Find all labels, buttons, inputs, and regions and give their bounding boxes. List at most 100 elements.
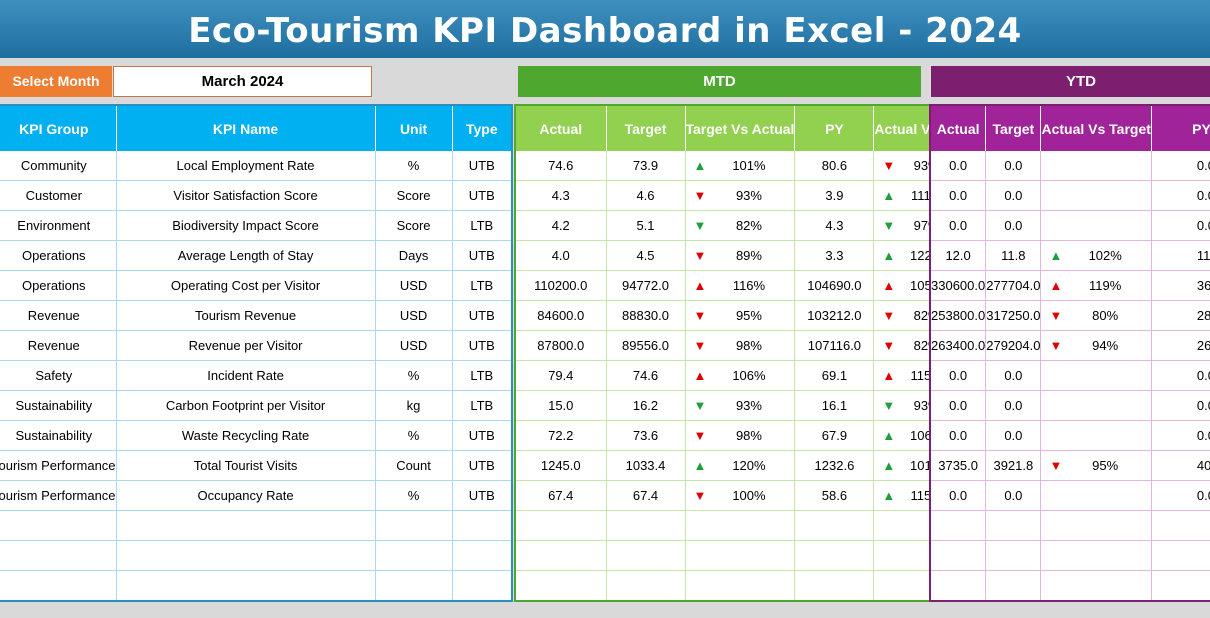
empty-cell [606,540,686,571]
empty-row [515,540,963,571]
mtd-actual-cell: 67.4 [515,480,607,511]
mtd-target-vs-actual-cell-value: 95% [735,308,762,323]
kpi-name-cell: Operating Cost per Visitor [116,270,376,301]
table-row: 84600.0 88830.0 ▼ 95% 103212.0 ▼ 82% [515,300,963,331]
ytd-actual-vs-target-cell-value: 102% [1088,248,1122,263]
ytd-target-cell: 0.0 [985,151,1042,181]
empty-cell [452,510,513,541]
ytd-actual-vs-target-cell-value [1087,368,1105,383]
mtd-target-cell: 1033.4 [606,450,686,481]
empty-cell [985,540,1042,571]
column-header: Target [985,105,1042,151]
empty-cell [116,510,376,541]
arrow-up-icon: ▲ [693,278,707,293]
unit-cell: Score [375,180,453,211]
arrow-up-icon: ▲ [693,458,707,473]
select-month-label: Select Month [0,66,112,97]
select-month-dropdown[interactable]: March 2024 [113,66,372,97]
ytd-actual-vs-target-cell: ▲ 102% [1040,240,1152,271]
mtd-actual-cell: 79.4 [515,360,607,391]
table-row: 79.4 74.6 ▲ 106% 69.1 ▲ 115% [515,360,963,391]
mtd-target-vs-actual-cell-value: 93% [735,398,762,413]
empty-cell [985,570,1042,602]
arrow-down-icon: ▼ [693,248,707,263]
ytd-actual-cell: 330600.0 [930,270,987,301]
table-row: Safety Incident Rate% LTB [0,360,513,391]
mtd-py-cell: 80.6 [794,151,875,181]
column-header: PY [1151,105,1210,151]
ytd-actual-cell: 253800.0 [930,300,987,331]
mtd-target-vs-actual-cell: ▲ 116% [685,270,796,301]
mtd-target-vs-actual-cell-value: 106% [732,368,766,383]
mtd-target-vs-actual-cell-value: 116% [732,278,766,293]
mtd-target-vs-actual-cell: ▲ 101% [685,151,796,181]
table-row: 74.6 73.9 ▲ 101% 80.6 ▼ 93% [515,151,963,181]
column-header: Target [606,105,686,151]
ytd-actual-vs-target-cell [1040,180,1152,211]
unit-cell: Days [375,240,453,271]
type-cell: LTB [452,360,513,391]
empty-cell [515,570,607,602]
table-row: Tourism Performance Occupancy Rate% UTB [0,480,513,511]
arrow-up-icon: ▲ [693,158,707,173]
mtd-target-vs-actual-cell-value: 82% [735,218,762,233]
mtd-py-cell: 1232.6 [794,450,875,481]
mtd-target-cell: 4.5 [606,240,686,271]
mtd-target-vs-actual-cell: ▼ 98% [685,330,796,361]
column-header: KPI Group [0,105,117,151]
column-header: Actual [515,105,607,151]
arrow-up-icon: ▲ [882,488,896,503]
unit-cell: USD [375,270,453,301]
unit-cell: % [375,360,453,391]
mtd-py-cell: 58.6 [794,480,875,511]
table-row: Sustainability Carbon Footprint per Visit… [0,390,513,421]
table-row: Customer Visitor Satisfaction Score Score U… [0,180,513,211]
arrow-up-icon: ▲ [882,278,896,293]
table-row: 4.0 4.5 ▼ 89% 3.3 ▲ 122% [515,240,963,271]
type-cell: LTB [452,210,513,241]
mtd-actual-cell: 15.0 [515,390,607,421]
arrow-down-icon: ▼ [693,338,707,353]
arrow-up-icon: ▲ [882,248,896,263]
kpi-name-cell: Total Tourist Visits [116,450,376,481]
mtd-target-vs-actual-cell-value: 101% [732,158,766,173]
table-row: 4.2 5.1 ▼ 82% 4.3 ▼ 97% [515,210,963,241]
kpi-group-cell: Sustainability [0,390,117,421]
kpi-name-cell: Average Length of Stay [116,240,376,271]
ytd-actual-vs-target-cell [1040,360,1152,391]
arrow-down-icon: ▼ [1049,458,1063,473]
mtd-target-cell: 73.9 [606,151,686,181]
ytd-actual-vs-target-cell-value [1087,158,1105,173]
mtd-target-cell: 4.6 [606,180,686,211]
ytd-py-cell: 11.1 [1151,240,1210,271]
ytd-target-cell: 0.0 [985,180,1042,211]
arrow-up-icon: ▲ [882,458,896,473]
arrow-down-icon: ▼ [882,158,896,173]
arrow-down-icon: ▼ [882,338,896,353]
mtd-py-cell: 67.9 [794,420,875,451]
ytd-target-cell: 3921.8 [985,450,1042,481]
empty-cell [930,540,987,571]
ytd-actual-vs-target-cell-value [1087,218,1105,233]
empty-row [0,510,513,541]
arrow-down-icon: ▼ [693,188,707,203]
ytd-actual-vs-target-cell-value: 95% [1092,458,1119,473]
table-row: 4.3 4.6 ▼ 93% 3.9 ▲ 111% [515,180,963,211]
kpi-name-cell: Waste Recycling Rate [116,420,376,451]
unit-cell: Score [375,210,453,241]
kpi-group-cell: Operations [0,240,117,271]
ytd-actual-cell: 0.0 [930,360,987,391]
empty-cell [515,510,607,541]
unit-cell: kg [375,390,453,421]
mtd-target-vs-actual-cell: ▼ 89% [685,240,796,271]
mtd-target-cell: 89556.0 [606,330,686,361]
empty-row [930,570,1210,602]
mtd-target-cell: 88830.0 [606,300,686,331]
empty-cell [1040,510,1152,541]
mtd-target-vs-actual-cell: ▼ 95% [685,300,796,331]
kpi-name-cell: Biodiversity Impact Score [116,210,376,241]
mtd-target-vs-actual-cell-value: 89% [735,248,762,263]
unit-cell: % [375,480,453,511]
ytd-actual-vs-target-cell [1040,210,1152,241]
type-cell: UTB [452,240,513,271]
